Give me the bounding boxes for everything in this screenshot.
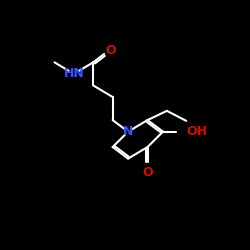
Text: HN: HN: [64, 68, 84, 80]
Text: N: N: [123, 125, 133, 138]
Text: O: O: [142, 166, 153, 179]
Text: OH: OH: [186, 125, 207, 138]
Text: O: O: [106, 44, 117, 57]
